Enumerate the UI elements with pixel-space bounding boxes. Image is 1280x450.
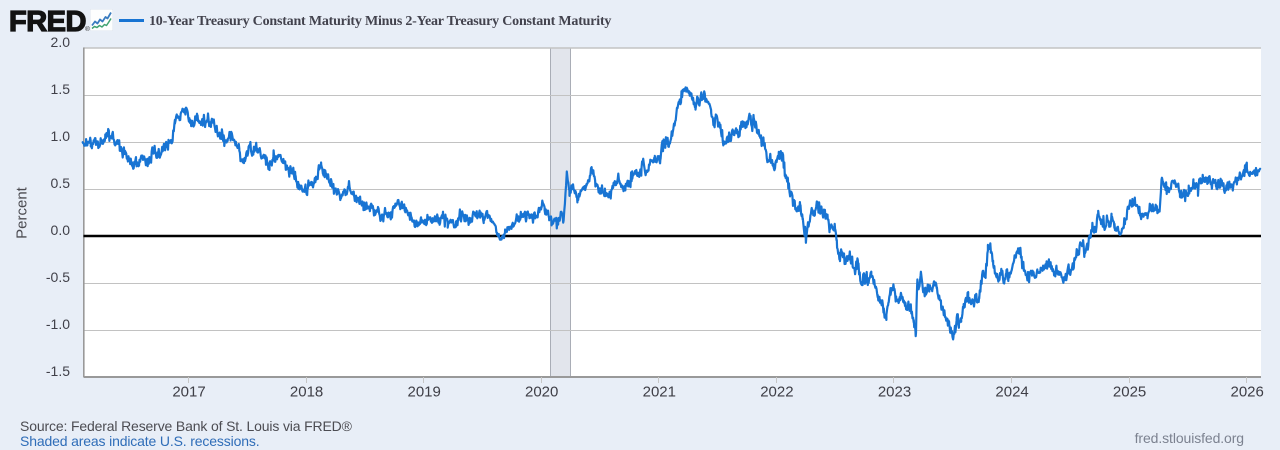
svg-text:2024: 2024 bbox=[995, 384, 1028, 401]
svg-text:1.5: 1.5 bbox=[51, 81, 71, 97]
svg-text:2023: 2023 bbox=[878, 384, 911, 401]
svg-text:-0.5: -0.5 bbox=[46, 269, 70, 285]
svg-text:-1.5: -1.5 bbox=[46, 363, 70, 379]
svg-text:2017: 2017 bbox=[172, 384, 205, 401]
svg-text:0.5: 0.5 bbox=[51, 175, 71, 191]
svg-text:0.0: 0.0 bbox=[51, 222, 71, 238]
svg-text:2018: 2018 bbox=[290, 384, 323, 401]
svg-text:2020: 2020 bbox=[525, 384, 558, 401]
svg-text:-1.0: -1.0 bbox=[46, 316, 70, 332]
svg-text:2022: 2022 bbox=[760, 384, 793, 401]
svg-text:2026: 2026 bbox=[1231, 384, 1264, 401]
svg-text:1.0: 1.0 bbox=[51, 128, 71, 144]
svg-text:2.0: 2.0 bbox=[51, 34, 71, 50]
svg-text:2021: 2021 bbox=[643, 384, 676, 401]
svg-text:Percent: Percent bbox=[14, 186, 31, 239]
svg-text:2025: 2025 bbox=[1113, 384, 1146, 401]
svg-text:2019: 2019 bbox=[408, 384, 441, 401]
